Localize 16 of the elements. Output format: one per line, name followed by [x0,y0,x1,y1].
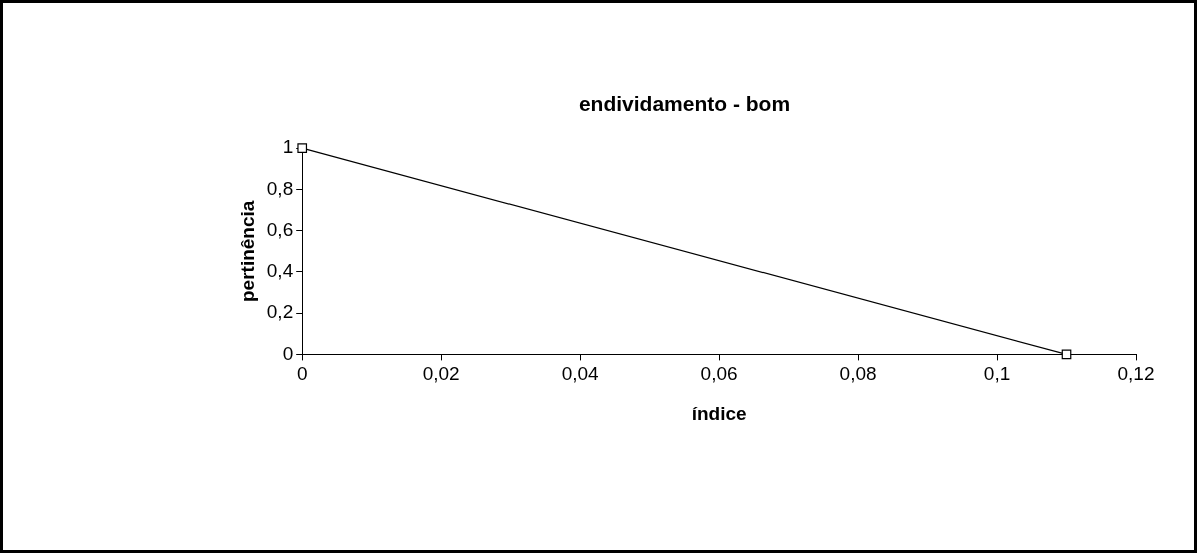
x-tick-label: 0,02 [422,363,460,385]
y-tick-label: 0,8 [266,177,294,199]
y-tick-label: 1 [282,136,294,158]
y-axis-title: pertinência [236,200,258,302]
y-tick-label: 0 [282,342,294,364]
y-tick-label: 0,4 [266,260,294,282]
x-tick-label: 0,06 [700,363,738,385]
x-tick-label: 0,12 [1117,363,1155,385]
x-tick-label: 0,08 [839,363,877,385]
y-tick-label: 0,2 [266,301,294,323]
x-tick-label: 0,04 [561,363,600,385]
y-tick-label: 0,6 [266,218,294,240]
x-axis-title: índice [691,402,747,424]
x-tick-label: 0,1 [983,363,1011,385]
chart-title: endividamento - bom [578,92,791,116]
x-tick-label: 0 [296,363,308,385]
